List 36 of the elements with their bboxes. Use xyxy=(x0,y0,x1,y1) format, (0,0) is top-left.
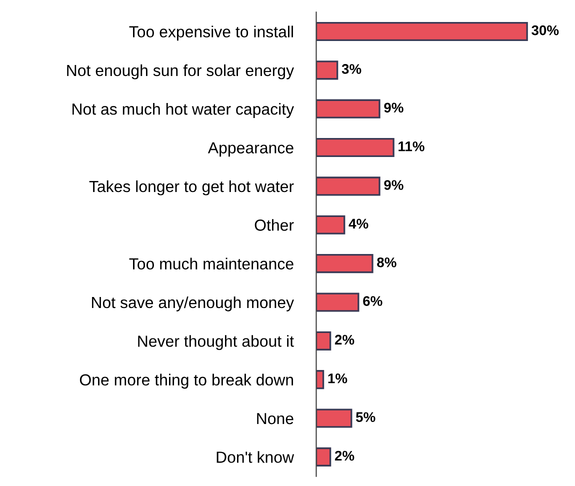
data-label: 9% xyxy=(384,180,404,190)
y-tick-label: Not enough sun for solar energy xyxy=(67,64,294,80)
bar xyxy=(316,408,352,428)
y-tick-label: Appearance xyxy=(208,142,294,157)
data-label: 6% xyxy=(363,296,382,306)
bar xyxy=(316,60,338,80)
y-tick-label: Not save any/enough money xyxy=(92,296,294,312)
bar xyxy=(316,292,360,312)
y-tick-label: None xyxy=(257,413,294,424)
data-label: 1% xyxy=(328,374,348,384)
y-tick-label: One more thing to break down xyxy=(80,374,294,389)
data-label: 4% xyxy=(348,218,368,229)
data-label: 2% xyxy=(334,334,354,345)
y-tick-label: Too expensive to install xyxy=(129,26,293,41)
data-label: 8% xyxy=(377,257,396,268)
y-tick-label: Other xyxy=(254,219,294,231)
bar xyxy=(316,331,332,350)
data-label: 2% xyxy=(334,450,354,461)
data-label: 5% xyxy=(356,412,376,422)
y-tick-label: Not as much hot water capacity xyxy=(72,103,294,118)
data-label: 11% xyxy=(398,141,424,152)
bar xyxy=(316,370,324,390)
bar xyxy=(316,99,380,118)
bar xyxy=(316,215,346,234)
data-label: 3% xyxy=(342,64,362,74)
y-tick-label: Takes longer to get hot water xyxy=(89,180,294,196)
bar xyxy=(316,138,394,158)
data-label: 30% xyxy=(532,25,559,36)
bar xyxy=(316,176,380,196)
bar xyxy=(316,447,332,466)
data-label: 9% xyxy=(384,102,404,113)
bar xyxy=(316,22,528,42)
bar xyxy=(316,254,374,274)
y-tick-label: Too much maintenance xyxy=(129,258,294,270)
y-tick-label: Don't know xyxy=(216,451,294,463)
y-tick-label: Never thought about it xyxy=(138,335,294,350)
